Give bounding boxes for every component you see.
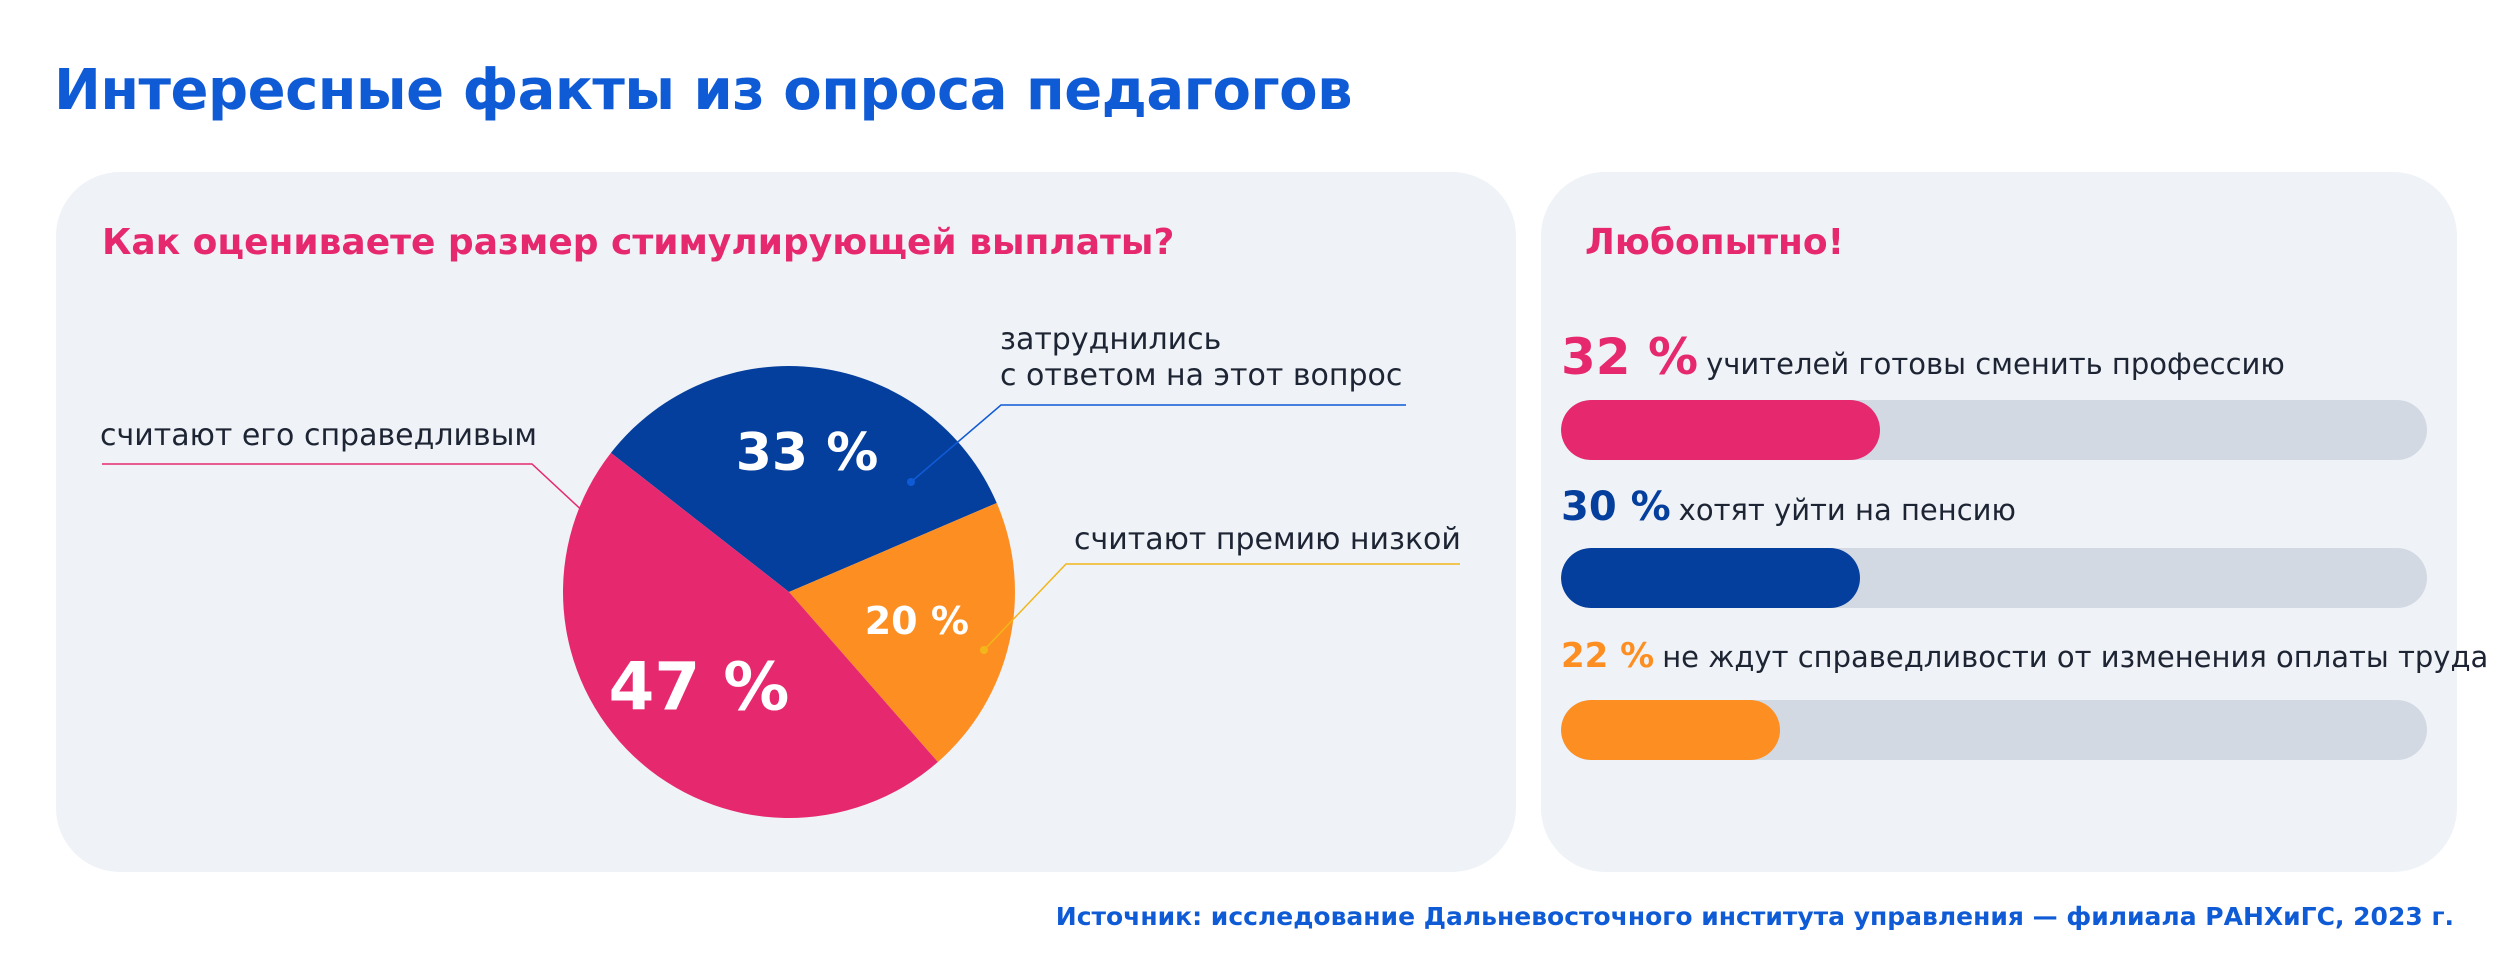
leader-difficult	[910, 404, 1406, 483]
fact-retire-value: 30 %	[1561, 484, 1671, 530]
callout-difficult-line1: затруднились	[1000, 322, 1222, 357]
pie-slice-low	[789, 502, 1016, 763]
fact-no-fairness-bar	[1561, 700, 1780, 760]
callout-fair-line1: считают его справедливым	[100, 418, 538, 453]
pie-label-low: 20 %	[865, 599, 969, 643]
callout-difficult: затруднились с ответом на этот вопрос	[1000, 322, 1402, 394]
fact-retire-bar	[1561, 548, 1860, 608]
pie-chart-heading: Как оцениваете размер стимулирующей выпл…	[102, 222, 1175, 263]
leader-low-dot	[980, 646, 988, 654]
fact-change-profession-label: учителей готовы сменить профессию	[1706, 347, 2285, 381]
facts-panel: Любопытно! 32 % учителей готовы сменить п…	[1541, 172, 2488, 872]
fact-no-fairness-track	[1561, 700, 2427, 760]
fact-change-profession-value: 32 %	[1561, 328, 1699, 386]
pie-chart: 33 % 20 % 47 %	[102, 365, 1460, 818]
callout-fair: считают его справедливым	[100, 418, 537, 454]
callout-low-line1: считают премию низкой	[1074, 522, 1461, 557]
leader-fair-dot	[612, 538, 620, 546]
pie-label-difficult: 33 %	[736, 423, 879, 483]
source-note: Источник: исследование Дальневосточного …	[1055, 902, 2454, 931]
callout-difficult-line2: с ответом на этот вопрос	[1000, 358, 1403, 393]
facts-heading: Любопытно!	[1585, 222, 1845, 263]
leader-low	[983, 563, 1460, 651]
fact-retire-track	[1561, 548, 2427, 608]
pie-slice-fair	[563, 452, 938, 818]
pie-chart-panel: Как оцениваете размер стимулирующей выпл…	[56, 172, 1516, 872]
fact-no-fairness-value: 22 %	[1561, 636, 1655, 676]
fact-no-fairness-label: не ждут справедливости от изменения опла…	[1662, 640, 2489, 674]
fact-change-profession-track	[1561, 400, 2427, 460]
page-title: Интересные факты из опроса педагогов	[54, 58, 1353, 123]
fact-change-profession-bar	[1561, 400, 1880, 460]
fact-retire: 30 % хотят уйти на пенсию	[1561, 484, 2441, 608]
pie-slice-difficult	[610, 365, 997, 592]
fact-retire-label: хотят уйти на пенсию	[1678, 493, 2016, 527]
fact-change-profession: 32 % учителей готовы сменить профессию	[1561, 328, 2441, 460]
leader-difficult-dot	[907, 478, 915, 486]
pie-label-fair: 47 %	[608, 649, 789, 726]
leader-fair	[102, 463, 617, 543]
callout-low: считают премию низкой	[1074, 522, 1461, 558]
fact-no-fairness: 22 % не ждут справедливости от изменения …	[1561, 636, 2488, 760]
